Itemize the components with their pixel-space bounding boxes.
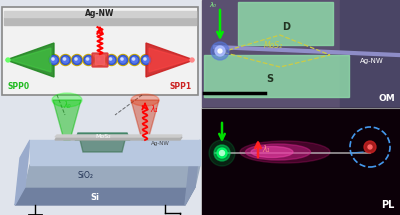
Circle shape [132, 57, 138, 63]
Circle shape [211, 42, 229, 60]
Circle shape [98, 58, 100, 60]
Circle shape [51, 57, 57, 63]
Ellipse shape [251, 146, 293, 158]
Polygon shape [80, 140, 125, 152]
Polygon shape [75, 133, 130, 140]
Text: PL: PL [382, 200, 395, 210]
Polygon shape [55, 137, 182, 140]
Circle shape [121, 58, 123, 60]
Circle shape [83, 54, 94, 66]
Text: Ag-NW: Ag-NW [360, 58, 384, 64]
FancyBboxPatch shape [96, 55, 104, 64]
Bar [202, 0, 400, 107]
Bar [204, 55, 349, 97]
Circle shape [96, 55, 104, 64]
Text: λ₁: λ₁ [150, 105, 158, 114]
Circle shape [60, 54, 71, 66]
Circle shape [214, 145, 230, 161]
Text: MoS₂: MoS₂ [264, 41, 282, 50]
Circle shape [72, 55, 82, 64]
Circle shape [106, 54, 117, 66]
Text: S: S [266, 74, 274, 84]
Text: λ₁: λ₁ [262, 145, 270, 154]
Circle shape [61, 55, 70, 64]
Polygon shape [131, 100, 159, 140]
Text: D: D [282, 22, 290, 32]
Text: Ag-NW: Ag-NW [85, 9, 115, 18]
Ellipse shape [131, 94, 159, 106]
Bar [4, 17, 196, 25]
Circle shape [118, 55, 128, 64]
Polygon shape [146, 43, 194, 77]
Text: SPP1: SPP1 [170, 82, 192, 91]
Text: SiO₂: SiO₂ [77, 170, 93, 180]
Circle shape [190, 58, 194, 62]
Circle shape [86, 57, 92, 63]
Text: λ₀: λ₀ [209, 2, 216, 8]
Circle shape [63, 58, 66, 60]
FancyBboxPatch shape [92, 53, 108, 67]
Circle shape [48, 54, 60, 66]
Text: MoS₂: MoS₂ [95, 134, 111, 138]
Circle shape [108, 57, 114, 63]
Circle shape [74, 57, 80, 63]
Circle shape [218, 49, 222, 53]
Circle shape [130, 55, 139, 64]
Circle shape [84, 55, 93, 64]
Polygon shape [15, 187, 195, 205]
Text: Ag-NW: Ag-NW [150, 140, 170, 146]
Circle shape [94, 54, 106, 66]
Circle shape [109, 58, 112, 60]
Ellipse shape [240, 141, 330, 163]
Bar [238, 2, 333, 45]
Circle shape [75, 58, 77, 60]
Circle shape [140, 54, 152, 66]
Circle shape [220, 150, 224, 155]
Text: λ₀: λ₀ [63, 101, 70, 110]
Polygon shape [6, 43, 54, 77]
Polygon shape [30, 140, 200, 165]
Circle shape [129, 54, 140, 66]
Bar [340, 0, 400, 107]
Polygon shape [149, 48, 190, 72]
Circle shape [209, 140, 235, 166]
Circle shape [107, 55, 116, 64]
Ellipse shape [52, 93, 82, 107]
Circle shape [118, 54, 128, 66]
Circle shape [120, 57, 126, 63]
Circle shape [50, 55, 58, 64]
Circle shape [62, 57, 68, 63]
Polygon shape [10, 48, 51, 72]
Text: OM: OM [378, 94, 395, 103]
Polygon shape [25, 165, 200, 187]
Polygon shape [53, 100, 81, 140]
Bar [4, 11, 196, 17]
Ellipse shape [246, 144, 310, 160]
Bar [202, 108, 400, 215]
FancyBboxPatch shape [2, 7, 198, 95]
Circle shape [6, 58, 10, 62]
Circle shape [97, 57, 103, 63]
Circle shape [72, 54, 82, 66]
Circle shape [368, 145, 372, 149]
Circle shape [215, 46, 225, 56]
Circle shape [52, 58, 54, 60]
Circle shape [132, 58, 135, 60]
Circle shape [364, 141, 376, 153]
Polygon shape [185, 140, 200, 205]
Polygon shape [15, 140, 30, 205]
Circle shape [142, 55, 150, 64]
Polygon shape [55, 135, 182, 137]
Bar [0, 0, 200, 215]
Circle shape [86, 58, 89, 60]
Circle shape [143, 57, 149, 63]
Text: Si: Si [90, 192, 100, 201]
Circle shape [144, 58, 146, 60]
Circle shape [217, 148, 227, 158]
Text: SPP0: SPP0 [8, 82, 30, 91]
